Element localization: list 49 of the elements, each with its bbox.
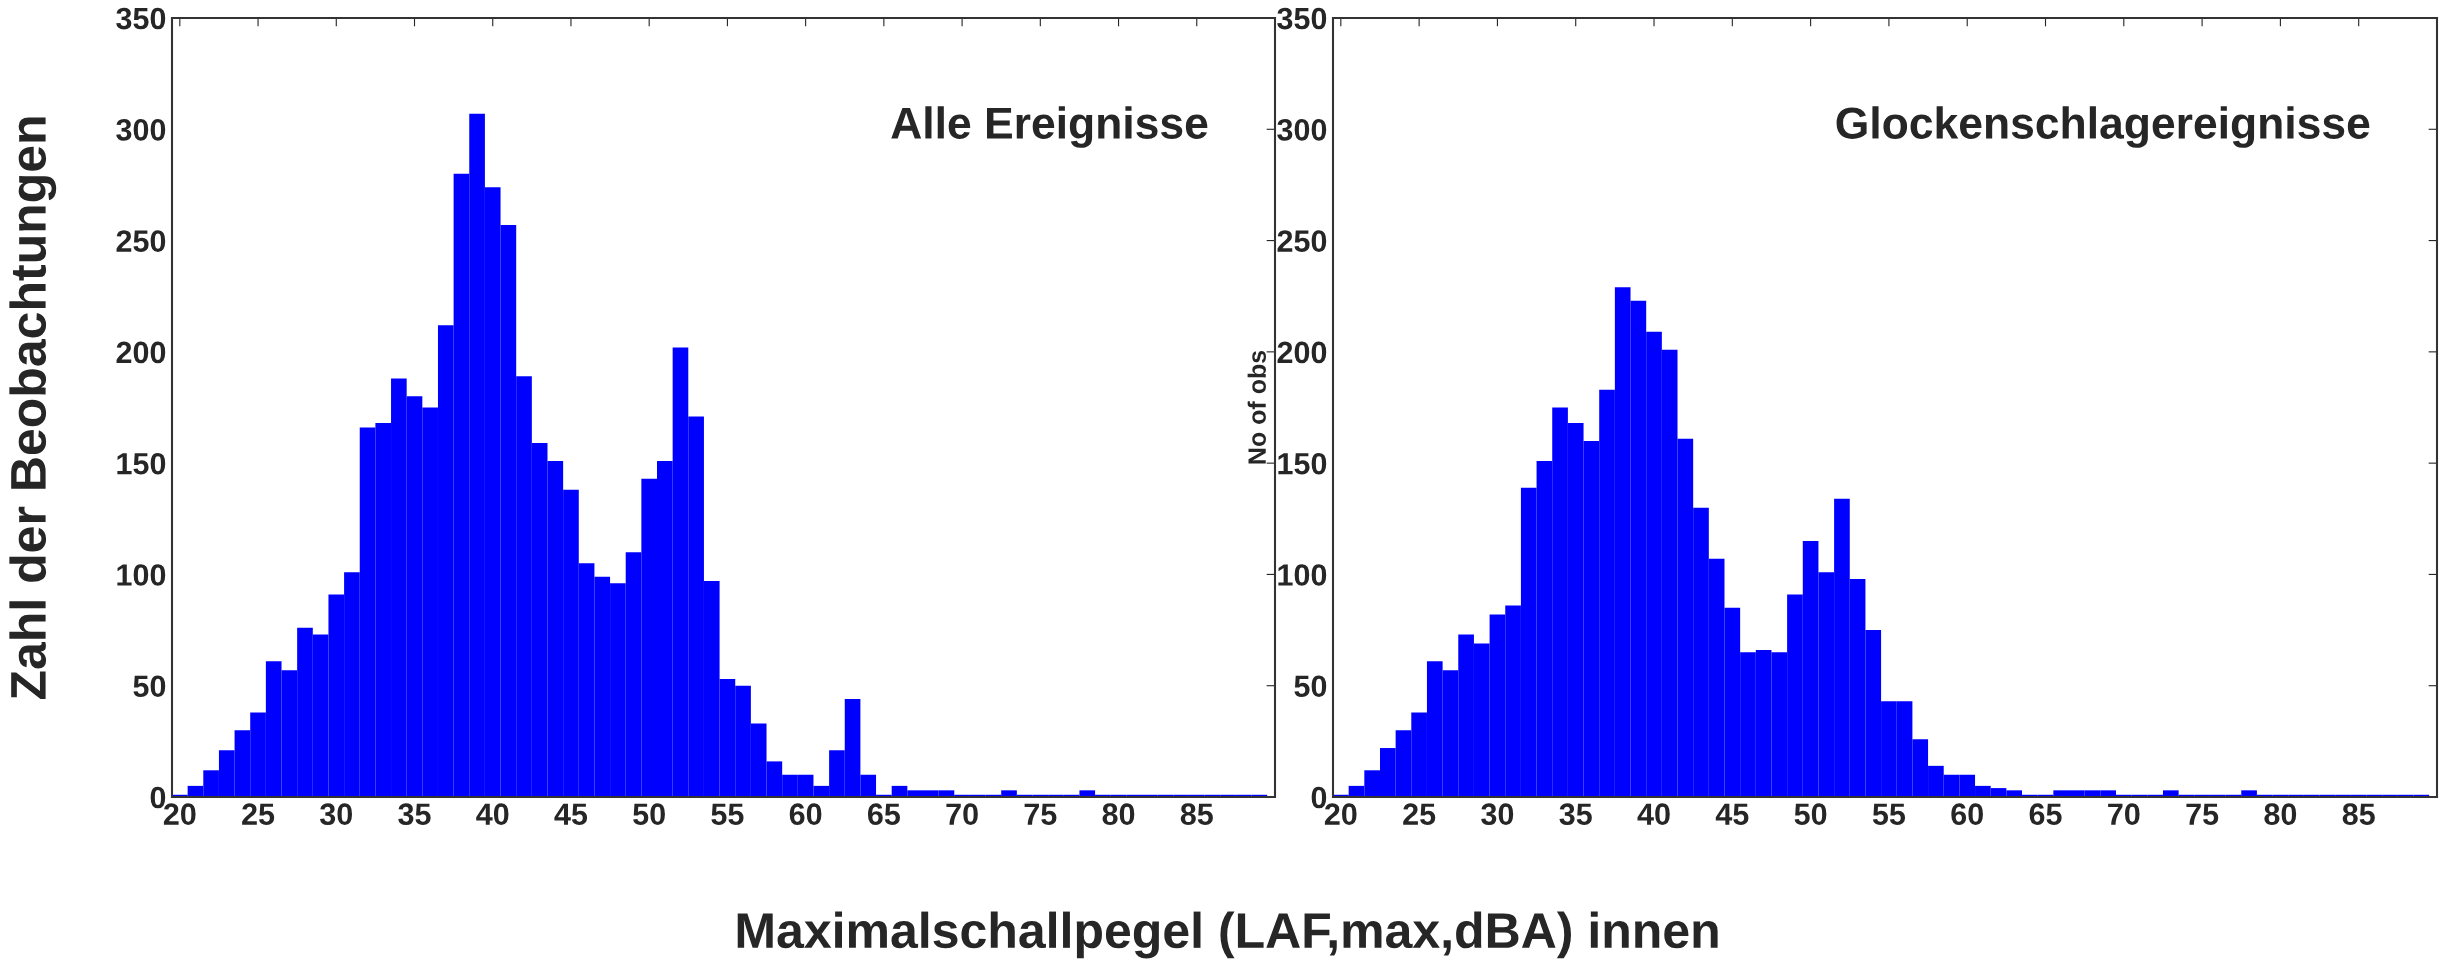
x-tick-label: 20 [1324, 803, 1357, 825]
y-tick-label: 300 [1277, 119, 1327, 141]
x-tick-label: 55 [1872, 803, 1906, 825]
y-tick-label: 50 [1294, 675, 1327, 698]
y-tick-label: 300 [116, 119, 166, 141]
y-tick-label: 100 [1278, 564, 1327, 586]
x-tick-label: 70 [946, 803, 978, 825]
x-tick-label: 65 [2029, 803, 2062, 825]
x-tick-label: 80 [1102, 803, 1135, 825]
y-tick-label: 0 [150, 786, 166, 809]
x-tick-label: 30 [319, 803, 353, 826]
x-tick-label: 75 [1024, 803, 1057, 825]
x-tick-label: 50 [633, 803, 665, 825]
y-tick-label: 250 [116, 230, 166, 252]
x-tick-label: 75 [2186, 803, 2219, 825]
y-tick-label: 350 [116, 7, 166, 30]
x-tick-label: 40 [476, 803, 509, 825]
x-tick-label: 35 [398, 803, 431, 826]
y-tick-label: 200 [1277, 341, 1327, 364]
y-tick-label: 100 [117, 564, 166, 586]
x-tick-label: 55 [711, 803, 744, 825]
x-tick-label: 80 [2264, 803, 2297, 825]
x-tick-label: 45 [1715, 803, 1749, 825]
y-tick-label: 350 [1277, 7, 1327, 30]
text: Glockenschlagereignisse [1836, 106, 2370, 148]
x-tick-label: 30 [1481, 803, 1514, 826]
y-axis-title: No of obs [1247, 350, 1266, 464]
x-tick-label: 40 [1637, 803, 1670, 825]
y-tick-label: 0 [1311, 786, 1327, 809]
y-tick-label: 250 [1277, 230, 1327, 252]
x-tick-label: 35 [1559, 803, 1592, 826]
x-tick-label: 45 [554, 803, 588, 825]
x-tick-label: 85 [1180, 803, 1213, 825]
x-tick-label: 20 [163, 803, 196, 825]
x-tick-label: 60 [789, 803, 822, 825]
y-tick-label: 150 [117, 452, 166, 475]
x-tick-label: 25 [1403, 803, 1436, 825]
x-tick-label: 70 [2108, 803, 2140, 825]
text: Alle Ereignisse [891, 106, 1208, 148]
x-axis-title: Maximalschallpegel (LAF,max,dBA) innen [737, 911, 1718, 959]
x-tick-label: 65 [867, 803, 901, 825]
y-axis-title: Zahl der Beobachtungen [9, 117, 57, 700]
y-tick-label: 50 [133, 675, 166, 698]
x-tick-label: 85 [2342, 803, 2375, 825]
x-tick-label: 25 [242, 803, 275, 825]
y-tick-label: 150 [1278, 452, 1327, 475]
y-tick-label: 200 [116, 341, 166, 364]
x-tick-label: 50 [1794, 803, 1827, 825]
x-tick-label: 60 [1951, 803, 1983, 825]
